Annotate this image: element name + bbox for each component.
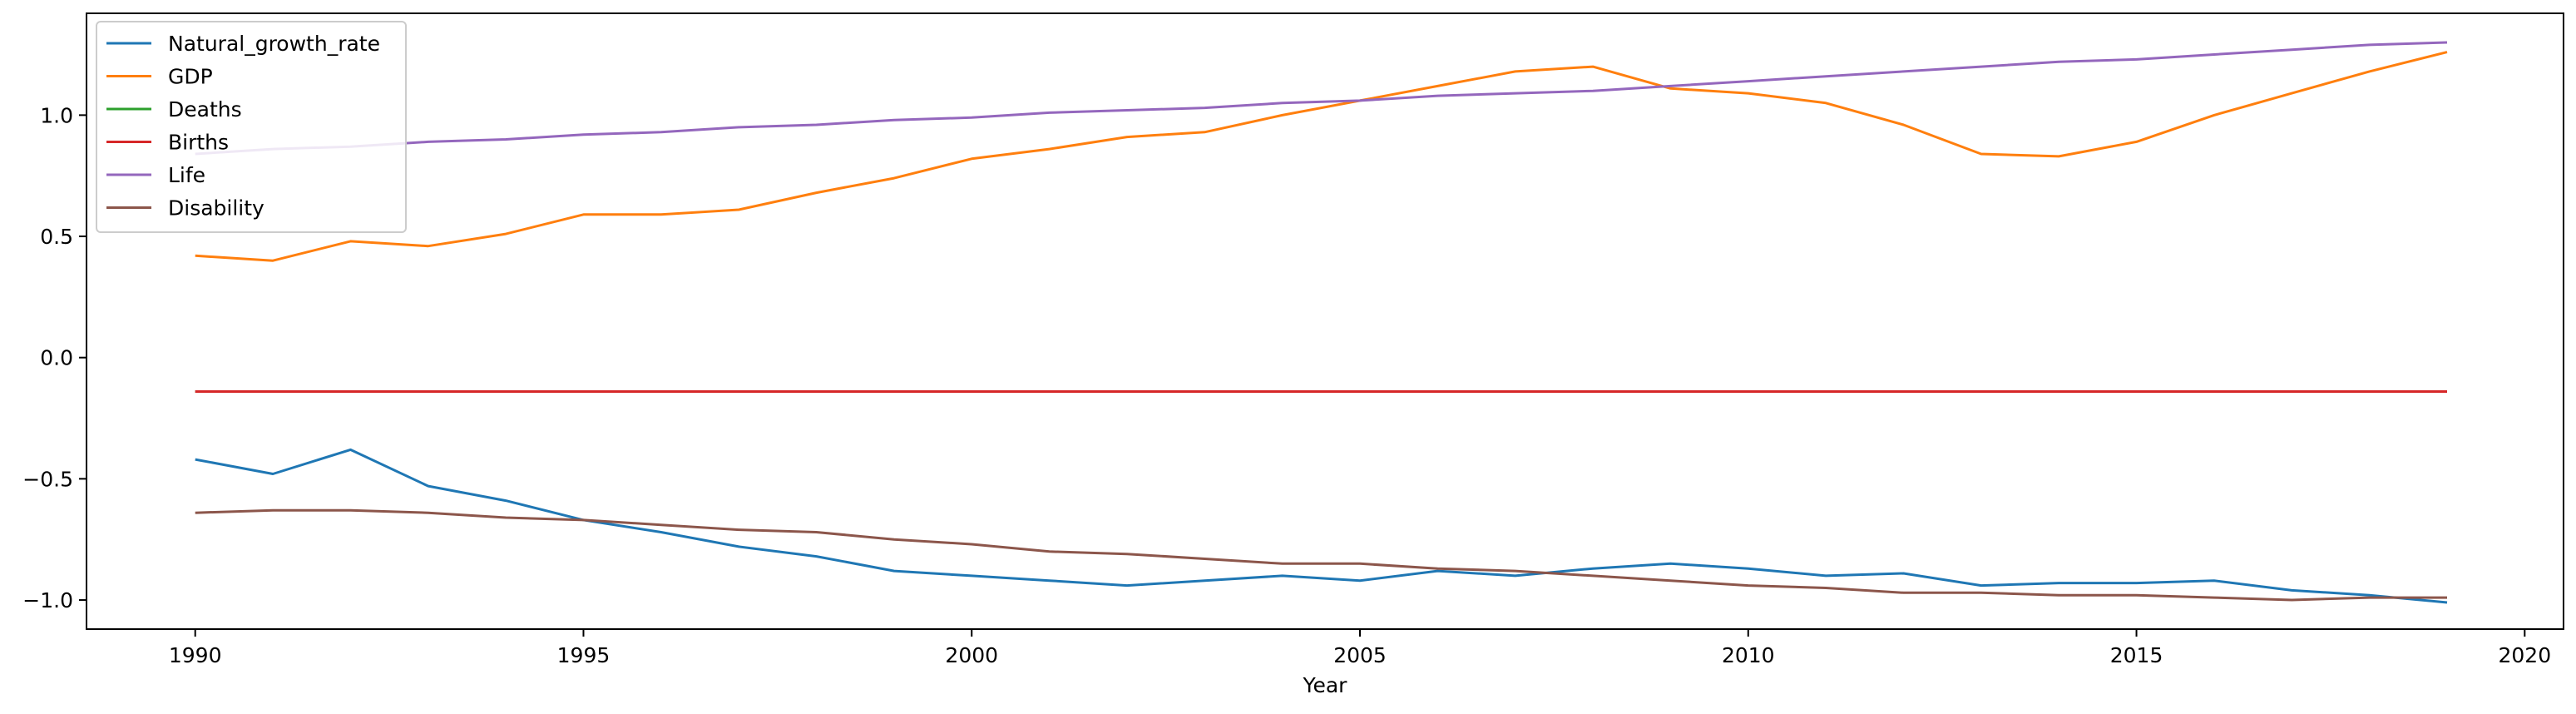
x-tick-label: 1995	[557, 643, 611, 667]
y-tick-label: −1.0	[22, 588, 73, 612]
x-tick-label: 2005	[1333, 643, 1387, 667]
legend-label: Births	[168, 131, 229, 155]
plot-frame	[86, 12, 2564, 630]
x-tick-label: 1990	[169, 643, 222, 667]
series-layer	[195, 41, 2448, 604]
series-line-gdp	[195, 51, 2448, 262]
y-tick-label: 0.5	[40, 225, 73, 249]
legend-label: GDP	[168, 65, 213, 89]
x-axis-label: Year	[1303, 673, 1348, 697]
legend-label: Deaths	[168, 97, 242, 121]
y-tick-label: 0.0	[40, 346, 73, 370]
y-tick-label: −0.5	[22, 467, 73, 491]
series-line-natural-growth-rate	[195, 448, 2448, 604]
legend-label: Natural_growth_rate	[168, 32, 380, 56]
ticks-layer: 1990 1995 2000 2005 2010 2015 2020 −1.0 −0.5 0.0 0…	[22, 103, 2551, 667]
x-tick-label: 2010	[1722, 643, 1775, 667]
series-line-disability	[195, 508, 2447, 602]
legend-box	[96, 21, 407, 233]
x-tick-label: 2000	[945, 643, 998, 667]
x-tick-label: 2020	[2499, 643, 2552, 667]
y-tick-label: 1.0	[40, 103, 73, 127]
legend: Natural_growth_rate GDP Deaths Births Life Di…	[96, 21, 407, 233]
legend-label: Life	[168, 163, 205, 187]
legend-label: Disability	[168, 196, 265, 221]
x-tick-label: 2015	[2110, 643, 2163, 667]
series-line-life	[195, 41, 2448, 156]
